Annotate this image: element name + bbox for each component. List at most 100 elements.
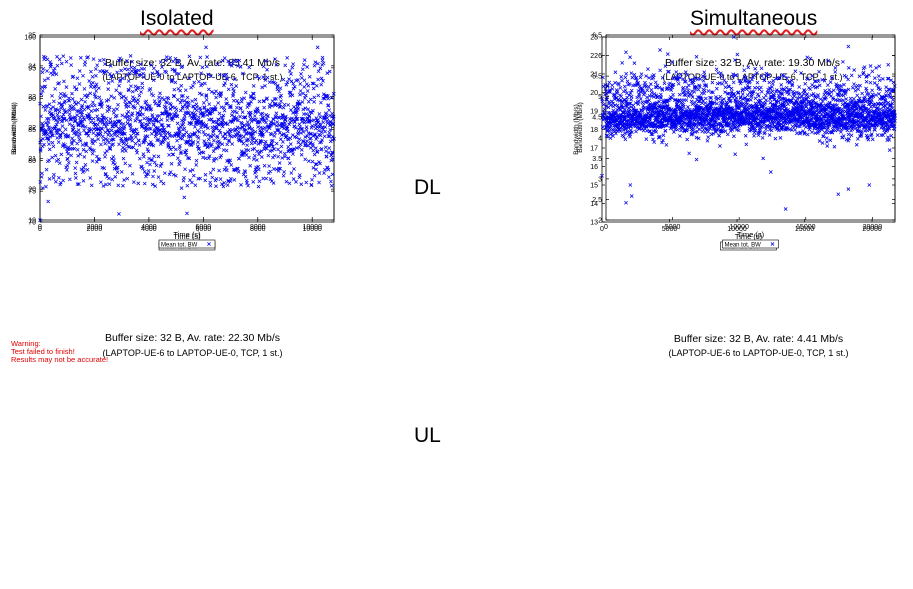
data-point bbox=[278, 86, 283, 91]
data-point bbox=[151, 174, 155, 179]
data-point bbox=[107, 182, 112, 186]
data-point bbox=[727, 84, 731, 89]
data-point bbox=[61, 112, 66, 117]
data-point bbox=[702, 91, 706, 96]
data-point bbox=[299, 127, 304, 131]
data-point bbox=[274, 111, 279, 116]
data-point bbox=[69, 63, 74, 67]
data-point bbox=[92, 148, 96, 153]
data-point bbox=[682, 120, 686, 125]
data-point bbox=[718, 144, 722, 148]
data-point bbox=[255, 74, 260, 79]
data-point bbox=[302, 58, 307, 62]
data-point bbox=[52, 66, 57, 71]
data-point bbox=[152, 169, 157, 173]
data-point bbox=[844, 88, 848, 93]
data-point bbox=[740, 92, 745, 96]
data-point bbox=[91, 141, 95, 146]
data-point bbox=[704, 84, 709, 89]
data-point bbox=[51, 144, 56, 149]
data-point bbox=[869, 98, 874, 102]
data-point bbox=[322, 96, 327, 101]
data-point bbox=[646, 85, 651, 89]
data-point bbox=[131, 145, 136, 150]
data-point bbox=[773, 120, 777, 125]
data-point bbox=[94, 73, 98, 78]
data-point bbox=[260, 111, 265, 116]
data-point bbox=[217, 168, 221, 173]
data-point bbox=[120, 131, 125, 135]
data-point bbox=[67, 177, 72, 182]
data-point bbox=[254, 169, 258, 174]
data-point bbox=[65, 157, 70, 161]
data-point bbox=[702, 88, 707, 93]
data-point bbox=[703, 130, 708, 135]
data-point bbox=[299, 131, 303, 135]
data-point bbox=[149, 131, 154, 136]
data-point bbox=[734, 95, 739, 100]
data-point bbox=[305, 139, 309, 143]
data-point bbox=[693, 87, 698, 91]
y-tick-label: 80 bbox=[28, 158, 36, 165]
data-point bbox=[78, 115, 83, 120]
data-point bbox=[276, 128, 281, 132]
data-point bbox=[658, 48, 662, 52]
data-point bbox=[166, 123, 170, 128]
data-point bbox=[882, 101, 886, 106]
data-point bbox=[275, 128, 280, 132]
data-point bbox=[831, 97, 836, 102]
data-point bbox=[184, 152, 189, 157]
data-point bbox=[634, 75, 639, 80]
data-point bbox=[217, 128, 222, 133]
data-point bbox=[831, 88, 836, 93]
data-point bbox=[279, 93, 283, 98]
data-point bbox=[232, 89, 236, 94]
data-point bbox=[743, 133, 748, 138]
data-point bbox=[700, 129, 705, 134]
data-point bbox=[648, 82, 653, 86]
data-point bbox=[679, 128, 683, 133]
data-point bbox=[72, 100, 77, 105]
data-point bbox=[218, 130, 223, 135]
data-point bbox=[125, 112, 129, 116]
data-point bbox=[709, 132, 714, 137]
data-point bbox=[302, 62, 306, 67]
data-point bbox=[685, 137, 690, 142]
data-point bbox=[138, 62, 143, 67]
data-point bbox=[632, 116, 636, 121]
data-point bbox=[850, 127, 855, 132]
data-point bbox=[236, 118, 240, 123]
data-point bbox=[81, 73, 85, 78]
data-point bbox=[861, 99, 866, 104]
data-point bbox=[743, 108, 748, 113]
data-point bbox=[853, 120, 858, 125]
data-point bbox=[281, 121, 285, 126]
data-point bbox=[91, 116, 96, 121]
data-point bbox=[278, 166, 283, 171]
data-point bbox=[245, 180, 249, 185]
data-point bbox=[140, 81, 145, 86]
data-point bbox=[175, 138, 179, 143]
data-point bbox=[649, 132, 654, 137]
data-point bbox=[282, 170, 287, 174]
data-point bbox=[232, 178, 237, 182]
data-point bbox=[651, 137, 655, 142]
data-point bbox=[719, 105, 723, 109]
data-point bbox=[230, 142, 235, 146]
data-point bbox=[45, 69, 49, 73]
data-point bbox=[278, 150, 283, 154]
data-point bbox=[182, 99, 187, 103]
data-point bbox=[319, 130, 324, 135]
data-point bbox=[103, 171, 108, 176]
data-point bbox=[201, 101, 206, 105]
data-point bbox=[52, 116, 57, 121]
data-point bbox=[249, 99, 254, 104]
data-point bbox=[270, 138, 275, 143]
data-point bbox=[207, 154, 212, 158]
data-point bbox=[282, 102, 287, 107]
data-point bbox=[820, 141, 825, 145]
data-point bbox=[841, 59, 845, 64]
data-point bbox=[215, 140, 220, 145]
data-point bbox=[322, 117, 326, 121]
data-point bbox=[130, 136, 134, 140]
